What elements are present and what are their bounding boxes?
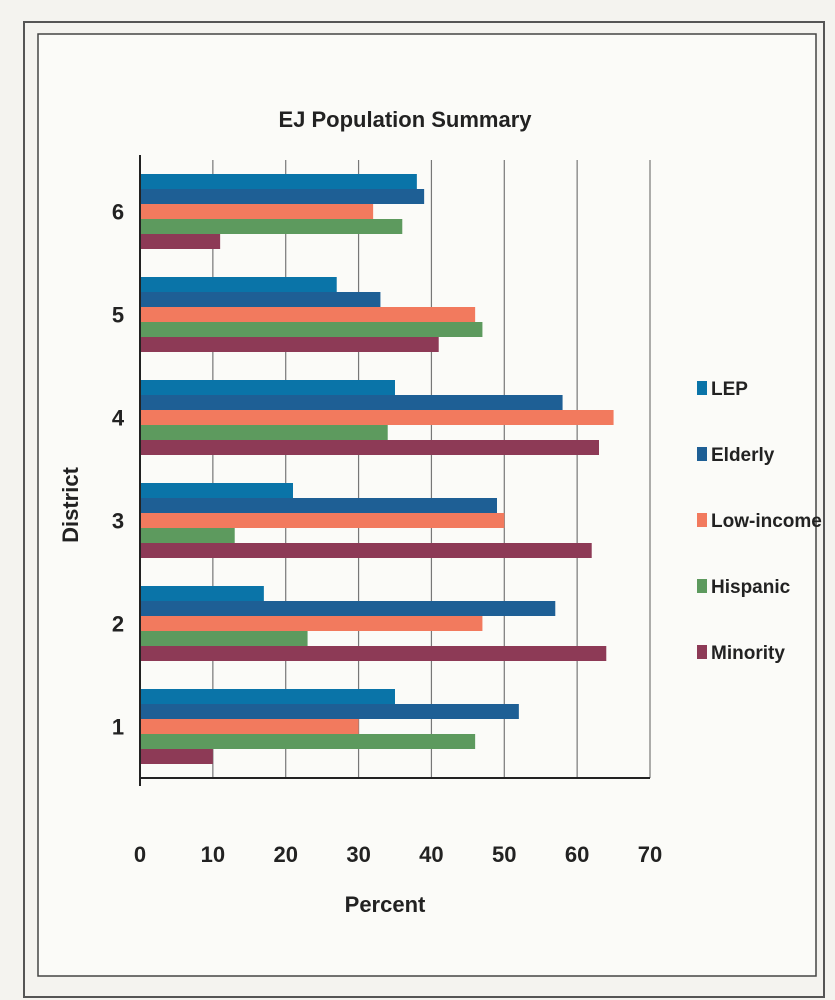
legend-swatch-elderly (697, 447, 707, 461)
bar-district-4-minority (140, 440, 599, 455)
bar-district-3-hispanic (140, 528, 235, 543)
bar-district-5-lep (140, 277, 337, 292)
legend-label-lep: LEP (711, 379, 748, 400)
bar-district-1-elderly (140, 704, 519, 719)
x-tick-label-0: 0 (134, 842, 146, 867)
bar-district-6-low-income (140, 204, 374, 219)
x-tick-label-30: 30 (346, 842, 370, 867)
y-tick-label-6: 6 (112, 200, 124, 225)
x-axis-title: Percent (345, 892, 426, 917)
bar-district-2-minority (140, 646, 607, 661)
bar-district-3-lep (140, 483, 293, 498)
legend-label-elderly: Elderly (711, 445, 775, 466)
legend: LEP Elderly Low-income Hispanic Minority (697, 379, 822, 664)
y-tick-label-5: 5 (112, 303, 124, 328)
y-tick-label-4: 4 (112, 406, 125, 431)
x-tick-labels: 0 10 20 30 40 50 60 70 (134, 842, 662, 867)
x-tick-label-10: 10 (201, 842, 225, 867)
legend-swatch-hispanic (697, 579, 707, 593)
bar-district-2-hispanic (140, 631, 308, 646)
bar-district-4-lep (140, 380, 395, 395)
bar-district-4-low-income (140, 410, 614, 425)
bar-district-4-hispanic (140, 425, 388, 440)
x-tick-label-40: 40 (419, 842, 443, 867)
x-tick-label-20: 20 (273, 842, 297, 867)
bar-district-2-elderly (140, 601, 556, 616)
legend-swatch-minority (697, 645, 707, 659)
bar-district-4-elderly (140, 395, 563, 410)
y-axis-title: District (58, 466, 83, 542)
bars (140, 174, 614, 764)
bar-district-5-low-income (140, 307, 476, 322)
bar-district-6-elderly (140, 189, 425, 204)
bar-district-6-hispanic (140, 219, 403, 234)
x-tick-label-50: 50 (492, 842, 516, 867)
outer-frame (23, 21, 825, 998)
legend-label-minority: Minority (711, 643, 785, 664)
bar-district-2-lep (140, 586, 264, 601)
bar-district-1-lep (140, 689, 395, 704)
bar-district-3-minority (140, 543, 592, 558)
bar-district-3-elderly (140, 498, 497, 513)
x-tick-label-70: 70 (638, 842, 662, 867)
legend-swatch-lep (697, 381, 707, 395)
legend-swatch-low-income (697, 513, 707, 527)
legend-label-low-income: Low-income (711, 511, 822, 532)
y-tick-label-3: 3 (112, 509, 124, 534)
bar-district-3-low-income (140, 513, 505, 528)
bar-district-1-hispanic (140, 734, 476, 749)
bar-district-5-minority (140, 337, 439, 352)
bar-district-2-low-income (140, 616, 483, 631)
bar-district-1-minority (140, 749, 213, 764)
y-tick-label-1: 1 (112, 715, 124, 740)
bar-district-6-minority (140, 234, 221, 249)
y-tick-labels: 1 2 3 4 5 6 (112, 200, 125, 740)
bar-district-5-elderly (140, 292, 381, 307)
bar-district-5-hispanic (140, 322, 483, 337)
y-tick-label-2: 2 (112, 612, 124, 637)
x-tick-label-60: 60 (565, 842, 589, 867)
bar-district-6-lep (140, 174, 417, 189)
gridlines (212, 160, 651, 778)
legend-label-hispanic: Hispanic (711, 577, 791, 598)
bar-district-1-low-income (140, 719, 359, 734)
axes (139, 155, 650, 786)
chart-title: EJ Population Summary (278, 107, 532, 132)
